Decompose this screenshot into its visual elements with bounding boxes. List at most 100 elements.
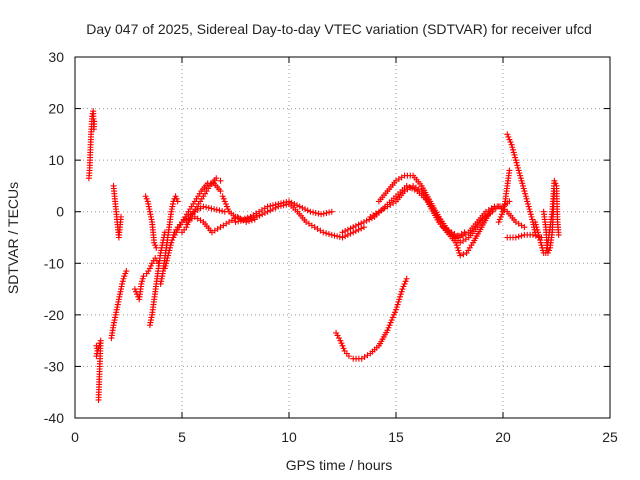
data-point-plus <box>397 293 404 300</box>
y-tick-label: 0 <box>56 204 64 220</box>
data-point-plus <box>151 239 158 246</box>
data-point-plus <box>523 195 530 202</box>
data-point-plus <box>320 229 327 236</box>
data-point-plus <box>161 265 168 272</box>
data-point-plus <box>507 139 514 146</box>
data-point-plus <box>352 228 359 235</box>
data-point-plus <box>232 219 239 226</box>
data-point-plus <box>219 193 226 200</box>
data-point-plus <box>518 232 525 239</box>
data-point-plus <box>174 226 181 233</box>
data-point-plus <box>521 224 528 231</box>
data-point-plus <box>342 228 349 235</box>
data-point-plus <box>504 131 511 138</box>
data-point-plus <box>205 204 212 211</box>
data-point-plus <box>363 217 370 224</box>
data-point-plus <box>360 224 367 231</box>
data-point-plus <box>328 231 335 238</box>
plot-frame <box>74 56 611 419</box>
data-point-plus <box>91 118 98 125</box>
data-point-plus <box>121 273 128 280</box>
data-point-plus <box>366 216 373 223</box>
data-point-plus <box>546 247 553 254</box>
data-point-plus <box>261 210 268 217</box>
data-point-plus <box>140 273 147 280</box>
data-point-plus <box>360 219 367 226</box>
data-point-plus <box>347 230 354 237</box>
data-point-plus <box>275 203 282 210</box>
data-point-plus <box>524 198 531 205</box>
data-point-plus <box>307 208 314 215</box>
series-seg-arc-c <box>183 213 258 236</box>
data-point-plus <box>388 317 395 324</box>
y-tick-label: 20 <box>48 101 64 117</box>
data-point-plus <box>294 202 301 209</box>
data-point-plus <box>519 180 526 187</box>
data-point-plus <box>168 239 175 246</box>
data-point-plus <box>516 170 523 177</box>
data-point-plus <box>339 342 346 349</box>
data-point-plus <box>339 229 346 236</box>
data-point-plus <box>213 175 220 182</box>
data-point-plus <box>394 301 401 308</box>
y-tick-label: -40 <box>44 410 64 426</box>
data-point-plus <box>323 230 330 237</box>
data-point-plus <box>169 237 176 244</box>
x-axis-label: GPS time / hours <box>286 457 393 473</box>
data-point-plus <box>384 327 391 334</box>
data-point-plus <box>331 232 338 239</box>
series-seg-mid-a <box>110 182 125 241</box>
data-point-plus <box>345 353 352 360</box>
data-point-plus <box>177 221 184 228</box>
data-point-plus <box>143 195 150 202</box>
data-point-plus <box>170 234 177 241</box>
data-point-plus <box>453 242 460 249</box>
data-point-plus <box>399 286 406 293</box>
data-point-plus <box>400 283 407 290</box>
data-point-plus <box>401 280 408 287</box>
series-seg-arc-b <box>179 175 224 236</box>
data-point-plus <box>544 249 551 256</box>
data-point-plus <box>506 136 513 143</box>
data-point-plus <box>533 224 540 231</box>
data-point-plus <box>237 217 244 224</box>
data-point-plus <box>402 278 409 285</box>
data-point-plus <box>208 205 215 212</box>
data-point-plus <box>517 175 524 182</box>
series-seg-wave-d <box>440 198 513 241</box>
data-point-plus <box>243 216 250 223</box>
data-point-plus <box>344 231 351 238</box>
data-point-plus <box>398 288 405 295</box>
data-point-plus <box>506 167 513 174</box>
data-point-plus <box>119 278 126 285</box>
data-point-plus <box>534 226 541 233</box>
data-point-plus <box>391 309 398 316</box>
data-point-plus <box>537 237 544 244</box>
data-point-plus <box>496 216 503 223</box>
data-point-plus <box>176 224 183 231</box>
x-tick-label: 20 <box>495 429 511 445</box>
data-point-plus <box>171 231 178 238</box>
data-point-plus <box>519 182 526 189</box>
data-point-plus <box>217 188 224 195</box>
data-series <box>85 108 562 403</box>
data-point-plus <box>337 337 344 344</box>
data-point-plus <box>509 144 516 151</box>
data-point-plus <box>184 221 191 228</box>
data-point-plus <box>512 234 519 241</box>
data-point-plus <box>522 190 529 197</box>
data-point-plus <box>315 210 322 217</box>
data-point-plus <box>291 200 298 207</box>
data-point-plus <box>513 159 520 166</box>
data-point-plus <box>326 209 333 216</box>
data-point-plus <box>386 322 393 329</box>
series-seg-rise-c <box>146 229 168 329</box>
data-point-plus <box>119 280 126 287</box>
data-point-plus <box>167 244 174 251</box>
data-point-plus <box>203 204 210 211</box>
data-point-plus <box>456 249 463 256</box>
data-point-plus <box>350 224 357 231</box>
x-tick-label: 0 <box>71 429 79 445</box>
